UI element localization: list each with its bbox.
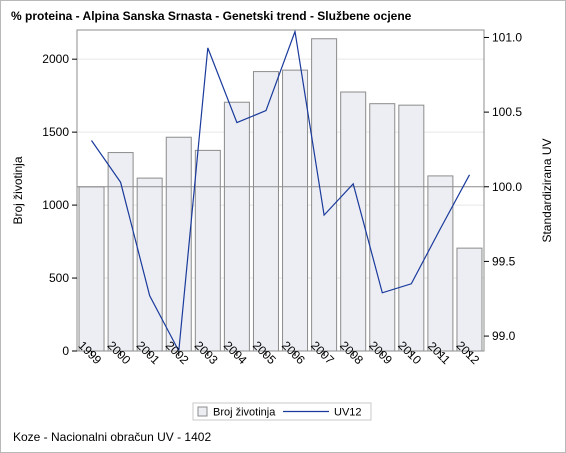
bar-2008 <box>340 91 367 352</box>
bar-2011 <box>427 175 454 352</box>
chart-title: % proteina - Alpina Sanska Srnasta - Gen… <box>11 9 412 23</box>
bar-2005 <box>252 71 279 352</box>
right-tick-label: 99.0 <box>492 329 516 343</box>
legend-box <box>192 402 372 421</box>
left-tick-label: 2000 <box>42 52 69 66</box>
bar-2012 <box>456 247 483 352</box>
bar-2007 <box>311 38 338 352</box>
bar-2001 <box>136 177 163 352</box>
bar-2010 <box>398 104 425 352</box>
bar-2003 <box>194 149 221 352</box>
footnote: Koze - Nacionalni obračun UV - 1402 <box>13 430 212 444</box>
left-tick-label: 500 <box>49 271 69 285</box>
legend-label-bars: Broj životinja <box>213 407 276 419</box>
y-axis-label-left: Broj životinja <box>11 156 25 224</box>
bar-2002 <box>165 136 192 352</box>
line-series-uv12 <box>91 29 471 354</box>
left-tick-label: 1500 <box>42 125 69 139</box>
plot-border <box>76 29 485 352</box>
right-tick-label: 100.5 <box>492 105 522 119</box>
bar-2009 <box>369 103 396 352</box>
bar-1999 <box>78 186 105 352</box>
bar-2006 <box>282 69 309 352</box>
right-tick-label: 100.0 <box>492 180 522 194</box>
bar-2000 <box>107 152 134 352</box>
left-tick-label: 0 <box>62 344 69 358</box>
legend-label-line: UV12 <box>334 407 362 419</box>
legend-swatch-bars <box>197 406 208 417</box>
left-tick-label: 1000 <box>42 198 69 212</box>
right-tick-label: 101.0 <box>492 30 522 44</box>
y-axis-label-right: Standardizirana UV <box>540 138 554 242</box>
right-tick-label: 99.5 <box>492 254 516 268</box>
bar-2004 <box>223 101 250 352</box>
